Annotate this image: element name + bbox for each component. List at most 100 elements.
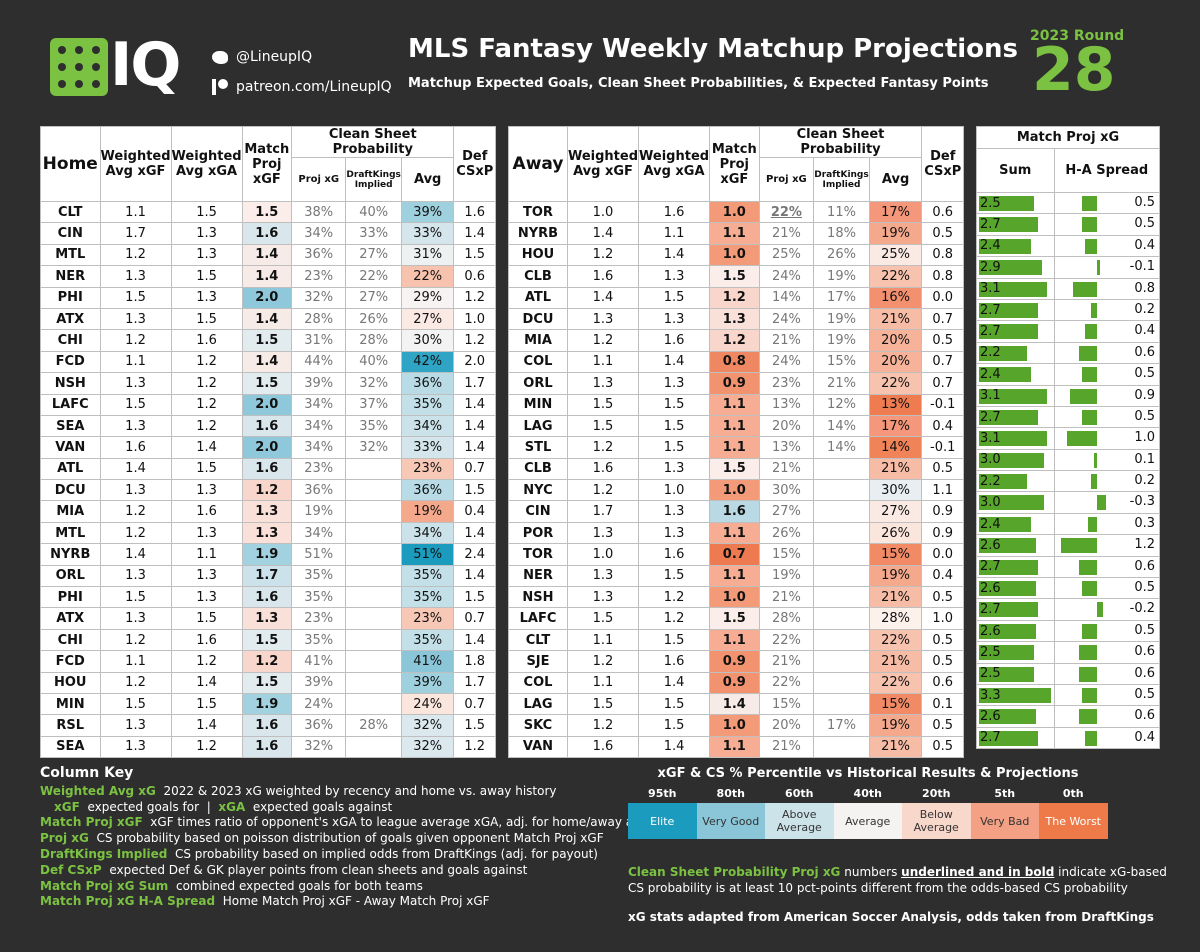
cs-dk-cell <box>813 500 870 523</box>
col-wxgf: Weighted Avg xGF <box>99 126 172 202</box>
wxga-cell: 1.3 <box>170 479 243 502</box>
cs-dk-cell: 17% <box>813 286 870 309</box>
table-row: STL 1.2 1.5 1.1 13% 14% 14% -0.1 <box>508 436 964 459</box>
table-row: DCU 1.3 1.3 1.2 36% 36% 1.5 <box>40 479 496 502</box>
cs-projxg-cell: 36% <box>291 714 347 737</box>
cs-projxg-cell: 24% <box>758 307 815 331</box>
table-row: CLB 1.6 1.3 1.5 21% 21% 0.5 <box>508 457 964 481</box>
xg-row: 2.7 0.5 <box>976 405 1161 429</box>
wxgf-cell: 1.1 <box>566 671 640 694</box>
cs-avg-cell: 35% <box>400 628 455 652</box>
cs-avg-cell: 13% <box>868 393 923 416</box>
cs-projxg-cell: 20% <box>758 414 815 438</box>
xg-row: 2.4 0.4 <box>976 234 1161 258</box>
xg-spread-label: -0.2 <box>1129 601 1155 617</box>
cs-dk-cell: 19% <box>813 265 870 288</box>
wxga-cell: 1.5 <box>638 286 711 309</box>
team-cell: SKC <box>508 714 568 737</box>
xg-spread-label: 1.2 <box>1134 537 1155 553</box>
xg-spread-label: 0.8 <box>1134 280 1155 296</box>
cs-projxg-cell: 26% <box>758 521 815 545</box>
key-item: Def CSxP expected Def & GK player points… <box>40 862 528 877</box>
match-proj-xgf-cell: 1.5 <box>709 607 760 630</box>
col-cs-group: Clean Sheet Probability <box>291 126 455 158</box>
wxgf-cell: 1.2 <box>99 671 172 694</box>
cs-avg-cell: 42% <box>400 350 455 374</box>
wxgf-cell: 1.5 <box>566 414 640 438</box>
team-cell: MTL <box>40 243 101 267</box>
wxga-cell: 1.3 <box>170 586 243 609</box>
team-cell: MIA <box>508 329 568 352</box>
table-row: TOR 1.0 1.6 1.0 22% 11% 17% 0.6 <box>508 200 964 224</box>
xg-row: 2.6 0.5 <box>976 577 1161 600</box>
match-proj-xgf-cell: 2.0 <box>241 436 293 459</box>
xg-sum-cell: 3.1 <box>976 427 1055 450</box>
xg-spread-label: 0.6 <box>1134 344 1155 360</box>
table-row: MTL 1.2 1.3 1.3 34% 34% 1.4 <box>40 521 496 545</box>
wxga-cell: 1.5 <box>638 692 711 716</box>
xg-sum-bar <box>979 538 1036 554</box>
xg-spread-label: 0.2 <box>1134 473 1155 489</box>
wxgf-cell: 1.1 <box>566 628 640 652</box>
table-row: SEA 1.3 1.2 1.6 32% 32% 1.2 <box>40 735 496 759</box>
xg-row: 2.7 0.4 <box>976 726 1161 750</box>
xg-sum-bar <box>979 260 1043 276</box>
cs-projxg-cell: 30% <box>758 479 815 502</box>
def-csxp-cell: 0.7 <box>921 372 964 395</box>
table-row: LAG 1.5 1.5 1.4 15% 15% 0.1 <box>508 692 964 716</box>
cs-avg-cell: 22% <box>868 628 923 652</box>
legend-swatch: Very Bad <box>970 803 1039 839</box>
xg-sum-bar <box>979 645 1034 661</box>
team-cell: TOR <box>508 543 568 566</box>
wxgf-cell: 1.4 <box>99 543 172 566</box>
cs-dk-cell: 19% <box>813 307 870 331</box>
table-row: MIN 1.5 1.5 1.9 24% 24% 0.7 <box>40 692 496 716</box>
wxgf-cell: 1.3 <box>99 265 172 288</box>
xg-spread-bar <box>1081 581 1097 597</box>
cs-dk-cell: 12% <box>813 393 870 416</box>
legend-percentile: 95th <box>648 787 677 800</box>
cs-avg-cell: 19% <box>868 564 923 588</box>
xg-row: 3.1 1.0 <box>976 427 1161 450</box>
xg-sum-cell: 3.1 <box>976 277 1055 300</box>
def-csxp-cell: 0.7 <box>453 607 496 630</box>
def-csxp-cell: -0.1 <box>921 393 964 416</box>
team-cell: DCU <box>40 479 101 502</box>
xg-sum-cell: 2.4 <box>976 234 1055 258</box>
xg-sum-cell: 2.6 <box>976 705 1055 728</box>
team-cell: CHI <box>40 628 101 652</box>
xg-spread-label: 0.5 <box>1134 622 1155 638</box>
wxgf-cell: 1.2 <box>566 650 640 673</box>
twitter-handle[interactable]: @LineupIQ <box>236 49 313 65</box>
wxgf-cell: 1.6 <box>99 436 172 459</box>
team-cell: ATX <box>40 307 101 331</box>
cs-dk-cell <box>813 735 870 759</box>
team-cell: COL <box>508 350 568 374</box>
col-def-csxp: Def CSxP <box>453 126 496 202</box>
xg-sum-bar <box>979 474 1027 490</box>
xg-spread-bar <box>1081 623 1097 639</box>
team-cell: NER <box>40 265 101 288</box>
match-proj-xgf-cell: 1.3 <box>241 607 293 630</box>
patreon-link[interactable]: patreon.com/LineupIQ <box>236 79 392 95</box>
def-csxp-cell: 1.5 <box>453 714 496 737</box>
team-cell: NER <box>508 564 568 588</box>
key-item: Match Proj xGF xGF times ratio of oppone… <box>40 815 677 830</box>
wxgf-cell: 1.2 <box>566 329 640 352</box>
xg-spread-cell: -0.1 <box>1053 256 1161 279</box>
team-cell: ATX <box>40 607 101 630</box>
cs-avg-cell: 51% <box>400 543 455 566</box>
home-table: Home Weighted Avg xGF Weighted Avg xGA M… <box>40 126 496 759</box>
wxga-cell: 1.3 <box>170 243 243 267</box>
lineupiq-logo: IQ <box>50 30 181 100</box>
wxgf-cell: 1.2 <box>99 329 172 352</box>
cs-dk-cell <box>813 543 870 566</box>
wxga-cell: 1.6 <box>638 329 711 352</box>
def-csxp-cell: 1.5 <box>453 586 496 609</box>
match-proj-xgf-cell: 1.3 <box>709 307 760 331</box>
xg-row: 2.9 -0.1 <box>976 256 1161 279</box>
xg-spread-bar <box>1078 645 1097 661</box>
xg-row: 2.5 0.6 <box>976 662 1161 685</box>
cs-projxg-cell: 22% <box>758 671 815 694</box>
wxgf-cell: 1.7 <box>566 500 640 523</box>
